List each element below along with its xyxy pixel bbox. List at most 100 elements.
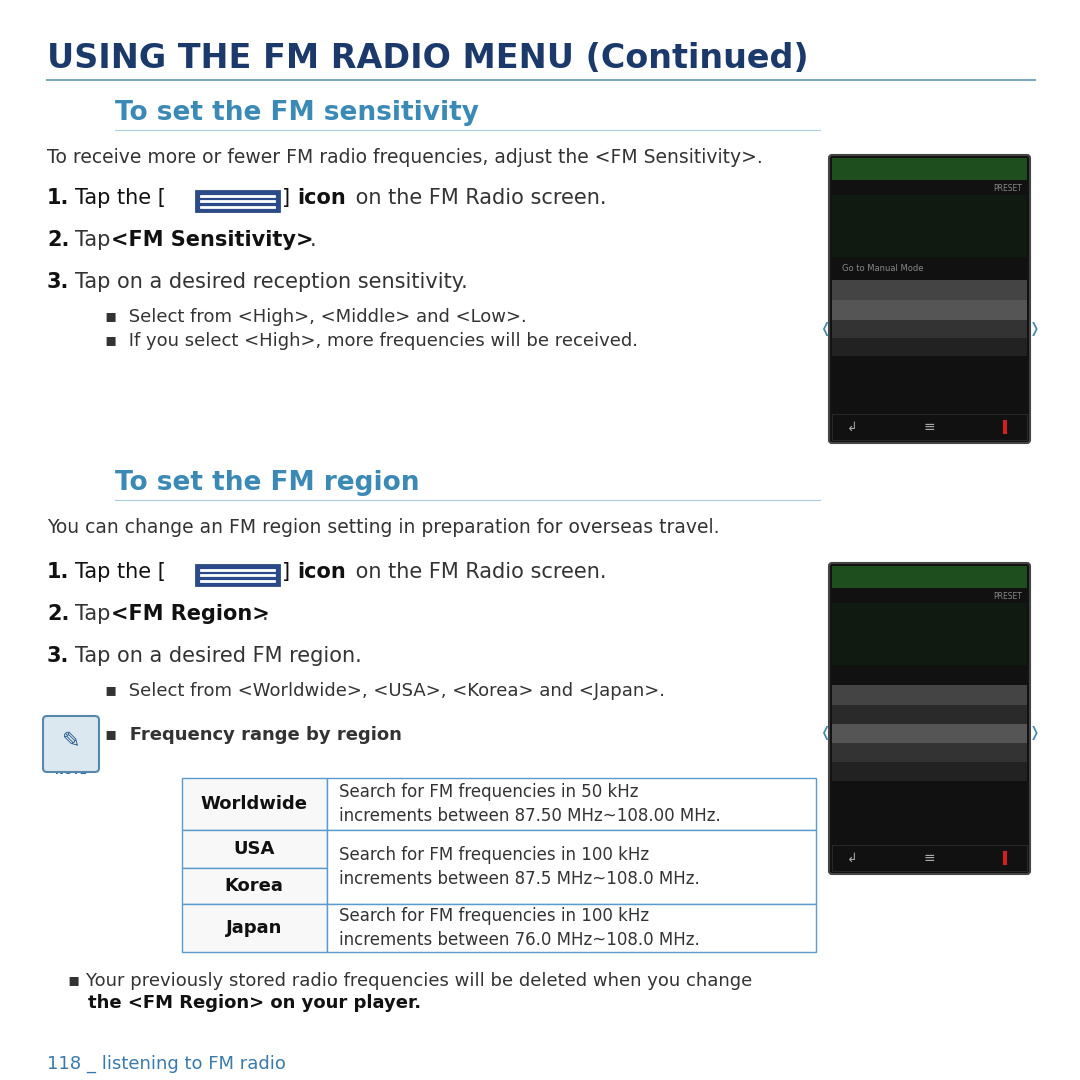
Text: ▪ Your previously stored radio frequencies will be deleted when you change: ▪ Your previously stored radio frequenci… (68, 972, 753, 990)
Text: 89.1: 89.1 (892, 210, 971, 240)
Bar (832, 338, 1027, 356)
Text: ❭: ❭ (1029, 322, 1041, 336)
Text: icon: icon (297, 188, 346, 208)
Text: Search for FM frequencies in 50 kHz
increments between 87.50 MHz~108.00 MHz.: Search for FM frequencies in 50 kHz incr… (339, 783, 720, 825)
Text: FM Region: FM Region (840, 688, 905, 698)
Text: USA: USA (233, 840, 274, 858)
Text: .: . (310, 230, 316, 249)
Text: You can change an FM region setting in preparation for overseas travel.: You can change an FM region setting in p… (48, 518, 719, 537)
Bar (832, 845, 1027, 870)
Text: .: . (262, 604, 269, 624)
Bar (832, 603, 1027, 665)
Text: ✎: ✎ (62, 731, 80, 751)
Bar (183, 904, 327, 951)
Text: Go to Manual Mode: Go to Manual Mode (842, 264, 923, 273)
Text: icon: icon (297, 562, 346, 582)
Text: <FM Region>: <FM Region> (111, 604, 270, 624)
Text: FM Radio: FM Radio (862, 569, 903, 578)
Text: the <FM Region> on your player.: the <FM Region> on your player. (87, 994, 421, 1012)
Bar (832, 300, 1027, 320)
Text: Middle: Middle (854, 322, 891, 332)
Text: ❬: ❬ (819, 322, 831, 336)
Bar (832, 743, 1027, 762)
Text: NOTE: NOTE (55, 766, 86, 777)
Bar (183, 831, 327, 868)
Bar (832, 320, 1027, 338)
Bar (327, 831, 816, 904)
Text: Korea: Korea (225, 877, 283, 895)
Text: 3.: 3. (48, 646, 69, 666)
Text: on the FM Radio screen.: on the FM Radio screen. (349, 188, 607, 208)
Text: ▪  Frequency range by region: ▪ Frequency range by region (105, 726, 402, 744)
Text: ▪  If you select <High>, more frequencies will be received.: ▪ If you select <High>, more frequencies… (105, 332, 638, 350)
Text: ≡: ≡ (923, 851, 935, 865)
Text: Japan: Japan (226, 919, 282, 937)
Text: ❭: ❭ (1029, 726, 1041, 740)
Text: 118 _ listening to FM radio: 118 _ listening to FM radio (48, 1055, 286, 1074)
Bar (183, 868, 327, 904)
Bar (327, 778, 816, 831)
Text: 10:57PM: 10:57PM (989, 161, 1022, 170)
Text: ≡: ≡ (923, 420, 935, 434)
Text: Tap: Tap (75, 604, 117, 624)
FancyBboxPatch shape (829, 563, 1030, 874)
Text: ◄)): ◄)) (1005, 203, 1016, 210)
Text: PRESET: PRESET (994, 184, 1022, 193)
Bar (832, 685, 1027, 705)
Text: ✓ USA: ✓ USA (840, 727, 876, 737)
Text: Search for FM frequencies in 100 kHz
increments between 87.5 MHz~108.0 MHz.: Search for FM frequencies in 100 kHz inc… (339, 847, 700, 888)
Bar (183, 778, 327, 831)
Text: MHz: MHz (972, 217, 1009, 232)
Text: ↲: ↲ (847, 851, 858, 864)
Text: To set the FM region: To set the FM region (114, 470, 419, 496)
Text: 2.: 2. (48, 230, 69, 249)
Text: ]: ] (282, 188, 297, 208)
Text: 1.: 1. (48, 562, 69, 582)
Text: 3.: 3. (48, 272, 69, 292)
Text: ]: ] (282, 562, 297, 582)
Bar (832, 158, 1027, 180)
Bar (832, 724, 1027, 743)
Text: ❬: ❬ (819, 726, 831, 740)
Bar (195, 564, 280, 586)
Bar (832, 195, 1027, 257)
Text: PRESET: PRESET (994, 592, 1022, 600)
Text: <FM Sensitivity>: <FM Sensitivity> (111, 230, 313, 249)
Bar (832, 762, 1027, 781)
Text: on the FM Radio screen.: on the FM Radio screen. (349, 562, 607, 582)
Text: Korea: Korea (854, 746, 886, 756)
Text: Tap the [: Tap the [ (75, 188, 166, 208)
Text: 1.: 1. (48, 188, 69, 208)
Text: ↲: ↲ (847, 420, 858, 433)
Bar (327, 904, 816, 951)
Bar (832, 414, 1027, 440)
Text: USING THE FM RADIO MENU (Continued): USING THE FM RADIO MENU (Continued) (48, 42, 809, 75)
Text: Tap: Tap (75, 230, 117, 249)
Text: ▪  Select from <Worldwide>, <USA>, <Korea> and <Japan>.: ▪ Select from <Worldwide>, <USA>, <Korea… (105, 681, 665, 700)
Text: ✓ High: ✓ High (840, 303, 879, 313)
Bar (832, 705, 1027, 724)
Text: Worldwide: Worldwide (854, 708, 913, 718)
Text: Low: Low (854, 340, 876, 350)
Text: FM Radio: FM Radio (862, 161, 903, 170)
Text: 89.1: 89.1 (892, 617, 971, 648)
Text: Japan: Japan (854, 765, 886, 775)
FancyBboxPatch shape (43, 716, 99, 772)
Text: Tap the [: Tap the [ (75, 562, 166, 582)
Text: MHz: MHz (972, 625, 1009, 640)
Text: To receive more or fewer FM radio frequencies, adjust the <FM Sensitivity>.: To receive more or fewer FM radio freque… (48, 148, 762, 167)
Text: Tap on a desired FM region.: Tap on a desired FM region. (75, 646, 362, 666)
Text: 2.: 2. (48, 604, 69, 624)
FancyBboxPatch shape (829, 156, 1030, 443)
Text: Worldwide: Worldwide (201, 795, 308, 813)
Text: 10:57PM: 10:57PM (989, 569, 1022, 578)
Bar (832, 280, 1027, 300)
Text: FM Sensitivity: FM Sensitivity (840, 283, 929, 293)
Bar (195, 190, 280, 212)
Text: Search for FM frequencies in 100 kHz
increments between 76.0 MHz~108.0 MHz.: Search for FM frequencies in 100 kHz inc… (339, 907, 700, 949)
Text: ▪  Select from <High>, <Middle> and <Low>.: ▪ Select from <High>, <Middle> and <Low>… (105, 308, 527, 326)
Bar (832, 566, 1027, 588)
Text: Tap on a desired reception sensitivity.: Tap on a desired reception sensitivity. (75, 272, 468, 292)
Text: ◄)): ◄)) (1005, 611, 1016, 618)
Text: To set the FM sensitivity: To set the FM sensitivity (114, 100, 480, 126)
